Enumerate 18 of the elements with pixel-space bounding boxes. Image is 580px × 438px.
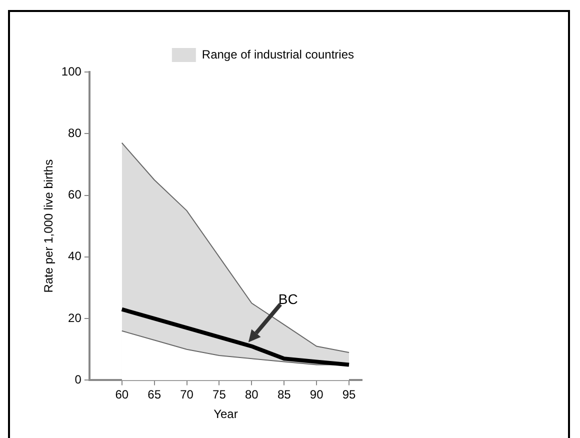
text: BC	[278, 291, 298, 308]
y-tick-label: 60	[68, 188, 82, 202]
x-axis-title: Year	[214, 407, 238, 422]
y-tick-label: 100	[61, 64, 82, 78]
x-tick-label: 75	[212, 388, 226, 402]
y-axis-title: Rate per 1,000 live births	[42, 159, 56, 293]
x-tick-label: 85	[277, 388, 292, 402]
y-tick-label: 80	[68, 126, 82, 140]
x-tick-label: 70	[180, 388, 194, 402]
y-tick-label: 20	[68, 310, 82, 325]
x-tick-label: 60	[115, 388, 129, 402]
x-tick-label: 65	[148, 388, 162, 402]
y-tick-label: 0	[74, 372, 82, 387]
x-tick-label: 90	[310, 388, 324, 402]
x-tick-label: 95	[342, 388, 356, 402]
x-tick-label: 80	[244, 388, 259, 402]
y-tick-label: 40	[68, 249, 82, 264]
legend-label: Range of industrial countries	[202, 47, 354, 62]
